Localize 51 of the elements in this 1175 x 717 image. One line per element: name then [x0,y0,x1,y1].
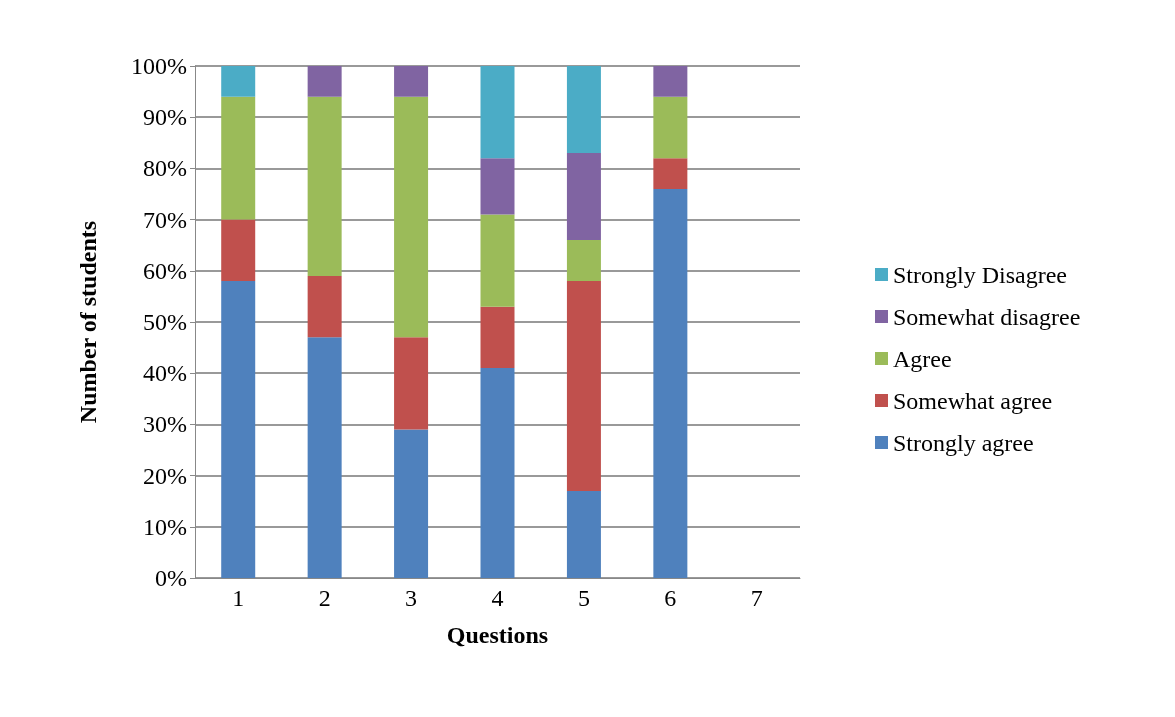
x-tick-label: 4 [491,585,504,611]
bar [653,188,688,578]
bar [221,66,256,97]
y-axis-title: Number of students [75,220,101,424]
legend-label: Somewhat disagree [893,303,1081,330]
bar [566,153,601,241]
bar [480,66,515,159]
bar [307,337,342,578]
x-axis-title: Questions [446,622,549,648]
x-tick-label: 1 [232,585,245,611]
legend-label: Somewhat agree [893,387,1053,414]
bar [653,158,688,189]
bar [307,275,342,338]
y-tick-label: 40% [143,360,187,387]
y-tick-label: 0% [155,565,187,591]
bar [394,66,429,97]
y-tick-label: 60% [143,257,187,284]
x-tick-label: 2 [318,585,331,611]
bar [394,429,429,578]
bar [480,368,515,578]
bar [394,96,429,338]
y-tick-label: 90% [143,104,187,131]
bar [221,96,256,220]
y-tick-label: 50% [143,309,187,335]
bar [653,96,688,159]
bar [566,66,601,154]
legend-label: Strongly Disagree [893,261,1067,288]
y-tick-label: 10% [143,513,187,540]
bar [566,490,601,578]
bar [566,240,601,282]
bar [307,66,342,97]
bar [480,214,515,307]
bar [653,66,688,97]
y-tick-label: 70% [143,206,187,233]
bar [480,306,515,369]
y-tick-label: 80% [143,155,187,182]
bar [394,337,429,430]
x-tick-label: 3 [405,585,418,611]
legend-label: Agree [893,345,952,372]
legend-label: Strongly agree [893,429,1034,456]
bar [480,158,515,215]
x-tick-label: 7 [750,585,763,611]
y-tick-label: 30% [143,411,187,438]
x-tick-label: 6 [664,585,677,611]
bar [307,96,342,276]
y-tick-label: 20% [143,462,187,489]
y-tick-label: 100% [131,53,187,79]
bar [221,219,256,282]
x-tick-label: 5 [577,585,590,611]
bar [221,281,256,578]
bar [566,281,601,491]
